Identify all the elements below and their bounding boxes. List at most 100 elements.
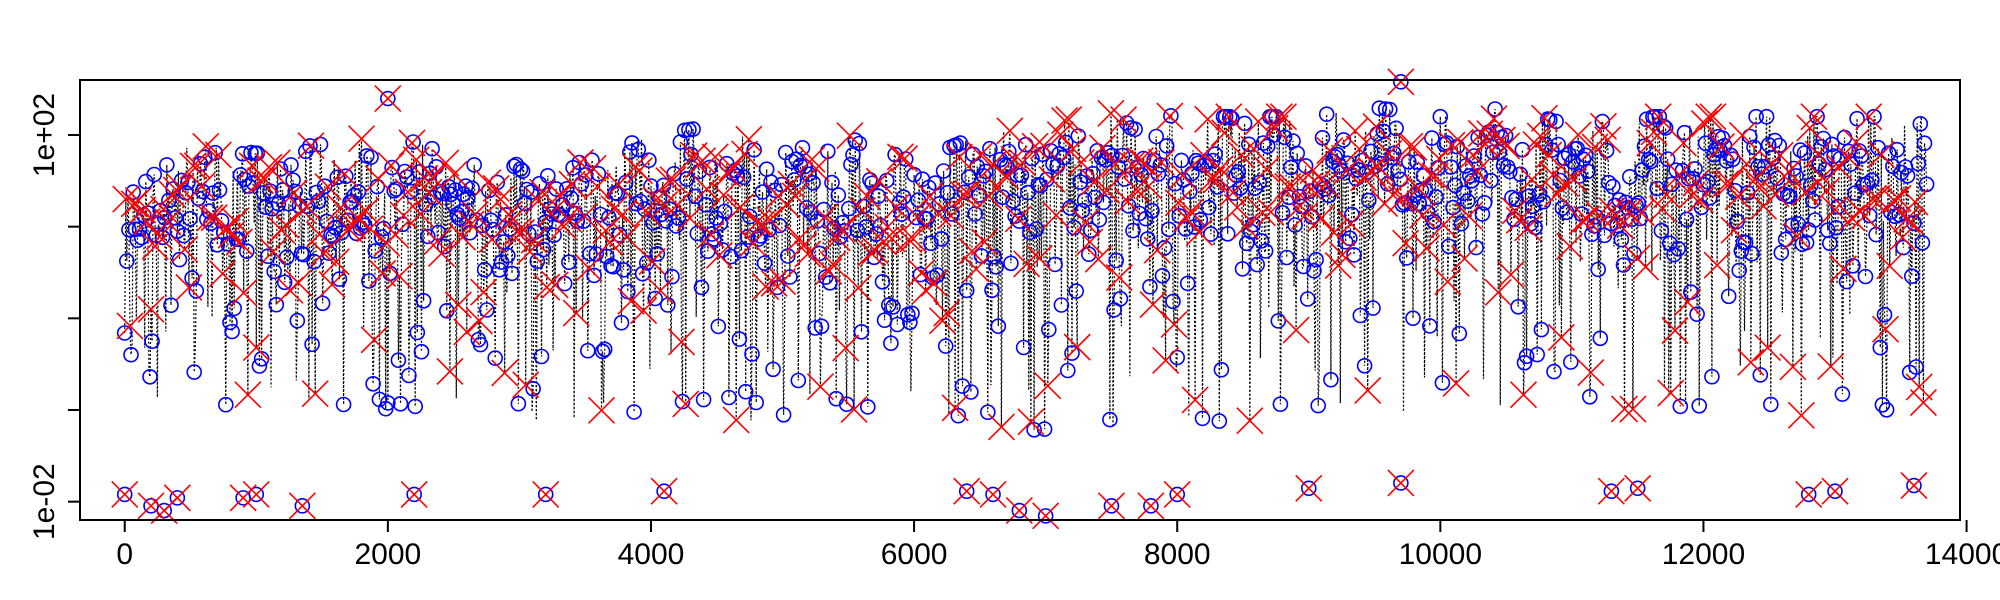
cross-point <box>1560 165 1588 193</box>
circle-point <box>830 187 847 203</box>
circle-point <box>1643 153 1659 170</box>
circle-point <box>1000 143 1017 160</box>
cross-point <box>427 239 456 267</box>
cross-point <box>1484 278 1512 306</box>
circle-point <box>1327 149 1343 165</box>
cross-point <box>945 143 973 171</box>
circle-point <box>630 141 647 158</box>
circle-point <box>232 167 249 183</box>
cross-point <box>1248 199 1277 227</box>
circle-point <box>908 209 925 226</box>
cross-point <box>1493 132 1521 160</box>
outlier-circle <box>294 498 311 514</box>
circle-point <box>1203 226 1219 242</box>
cross-point <box>1038 165 1066 193</box>
circle-point <box>1577 147 1594 164</box>
circle-point <box>1276 129 1293 146</box>
circle-point <box>556 275 573 292</box>
circle-point <box>1847 185 1863 201</box>
circle-point <box>525 380 541 397</box>
circle-point <box>754 184 771 200</box>
circle-point <box>133 229 150 246</box>
circle-point <box>405 134 421 150</box>
circle-point <box>687 188 704 205</box>
circle-point <box>960 169 977 185</box>
cross-point <box>1156 102 1184 130</box>
circle-point <box>443 186 459 203</box>
circle-point <box>163 297 179 314</box>
circle-point <box>721 389 737 406</box>
x-tick-label: 0 <box>116 538 133 571</box>
circle-point <box>1287 217 1303 233</box>
circle-point <box>1914 235 1931 251</box>
circle-point <box>958 282 975 299</box>
cross-point <box>1118 151 1146 179</box>
cross-point <box>259 237 287 266</box>
circle-point <box>1083 222 1099 239</box>
cross-point <box>1754 334 1782 362</box>
cross-point <box>192 132 220 160</box>
cross-point <box>1509 381 1538 409</box>
circle-point <box>1763 396 1779 413</box>
cross-point <box>377 151 405 180</box>
cross-point <box>1535 141 1563 169</box>
circle-point <box>407 398 424 415</box>
circle-point <box>1188 152 1204 169</box>
circle-point <box>1756 159 1773 175</box>
circle-point <box>1076 192 1093 208</box>
cross-point <box>360 326 388 354</box>
cross-point <box>886 143 914 171</box>
circle-point <box>1563 354 1579 370</box>
circle-point <box>1398 250 1415 266</box>
x-tick-label: 2000 <box>354 538 421 571</box>
cross-point <box>187 172 216 200</box>
circle-point <box>390 352 407 369</box>
cross-point <box>1888 223 1916 252</box>
circle-point <box>1590 261 1606 278</box>
cross-point <box>1206 155 1234 183</box>
circle-point <box>1676 124 1693 141</box>
cross-point <box>600 195 628 223</box>
x-tick-label: 14000 <box>1925 538 2000 571</box>
circle-point <box>312 136 329 153</box>
circle-point <box>222 314 238 331</box>
cross-point <box>1876 252 1904 280</box>
circle-point <box>824 174 840 191</box>
circle-point <box>131 221 148 237</box>
circle-point <box>1342 230 1358 246</box>
circle-point <box>171 251 188 268</box>
cross-point <box>790 232 818 260</box>
circle-point <box>1752 367 1769 383</box>
circle-point <box>937 338 954 354</box>
circle-point <box>1365 300 1381 316</box>
circle-point <box>453 203 470 220</box>
circle-point <box>796 158 813 175</box>
cross-point <box>1745 174 1773 202</box>
circle-point <box>1874 396 1891 413</box>
cross-point <box>1286 192 1314 220</box>
circle-point <box>1664 176 1680 193</box>
circle-point <box>1474 206 1491 222</box>
cross-point <box>1163 480 1191 508</box>
cross-point <box>520 226 548 254</box>
circle-point <box>1053 297 1070 313</box>
circle-point <box>1201 199 1217 216</box>
cross-point <box>1728 121 1756 149</box>
cross-point <box>1084 245 1112 273</box>
circle-point <box>883 335 899 352</box>
circle-point <box>1809 108 1825 125</box>
circle-point <box>1678 211 1695 228</box>
cross-point <box>731 140 759 168</box>
circle-point <box>1592 330 1609 347</box>
circle-point <box>1895 239 1912 256</box>
cross-point <box>1396 132 1424 160</box>
circle-point <box>1081 246 1097 262</box>
cross-point <box>444 291 472 319</box>
circle-point <box>373 229 390 245</box>
circle-point <box>1861 207 1878 224</box>
cross-point <box>554 204 582 233</box>
circle-point <box>182 210 198 227</box>
cross-point <box>436 357 464 386</box>
circle-point <box>424 140 440 157</box>
circle-point <box>798 200 815 216</box>
